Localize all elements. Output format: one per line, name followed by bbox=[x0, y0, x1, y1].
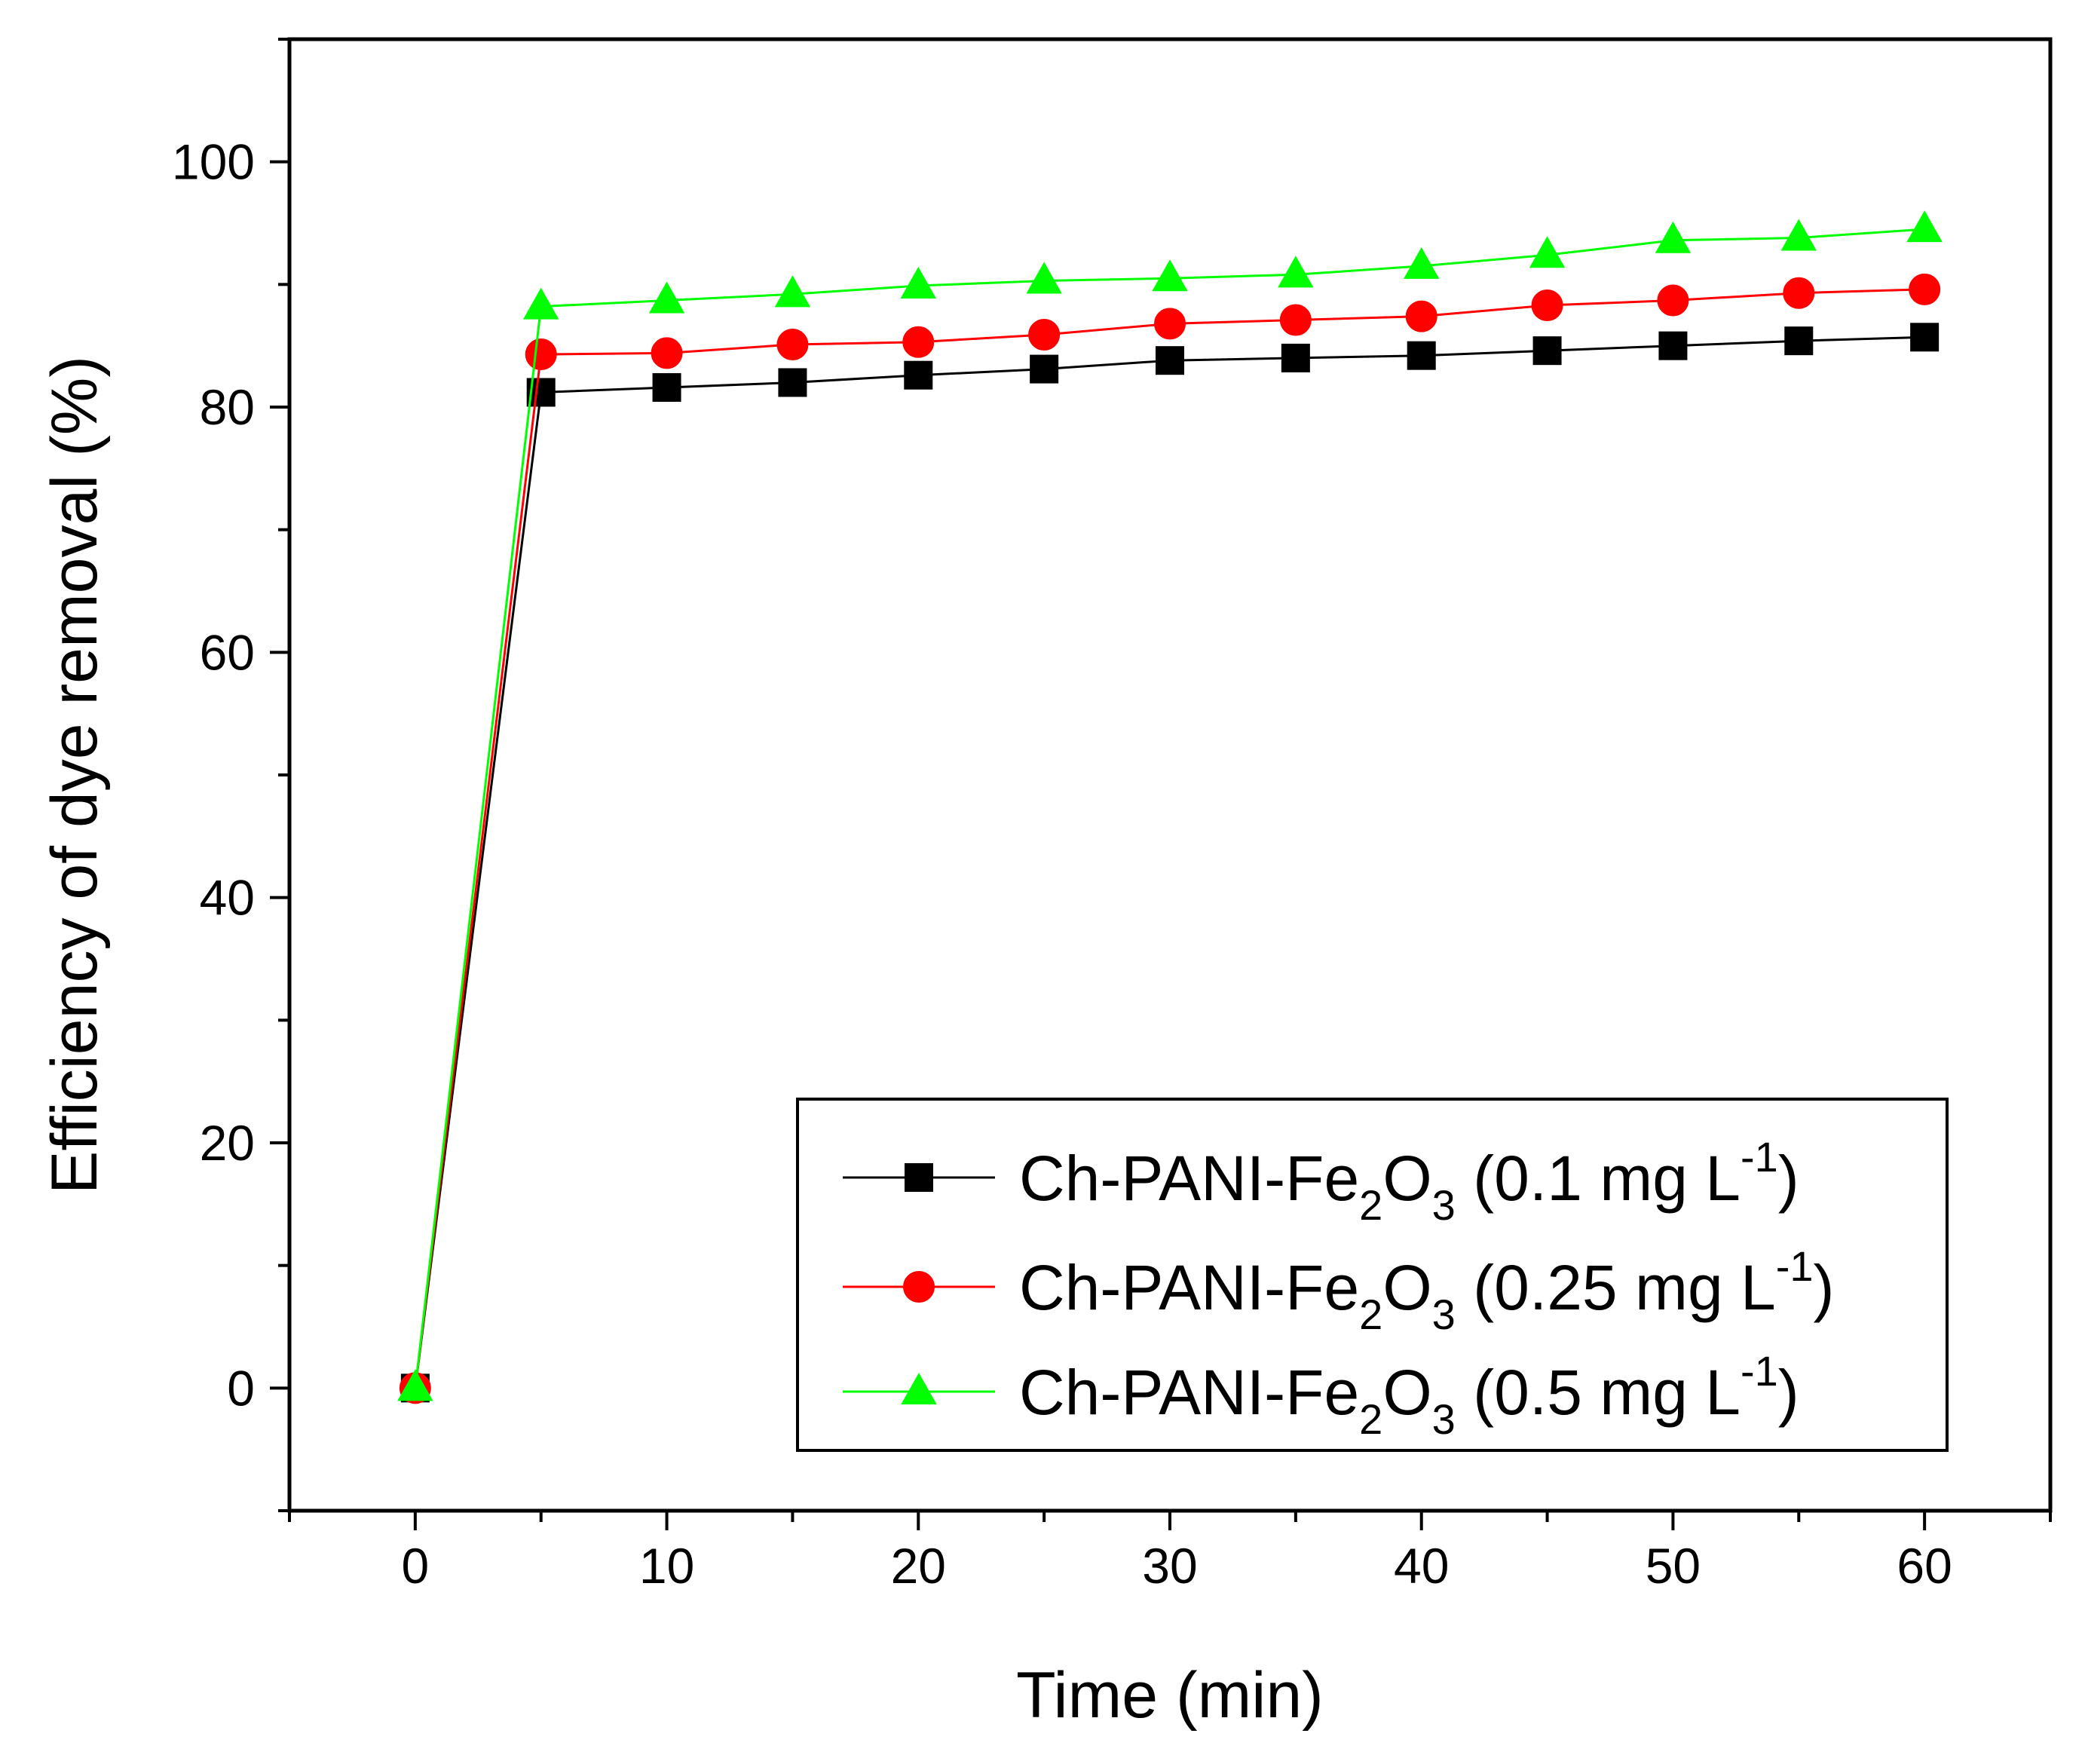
data-point bbox=[902, 326, 935, 358]
data-point bbox=[1783, 277, 1815, 309]
y-tick-label: 80 bbox=[200, 379, 255, 435]
data-point bbox=[904, 360, 933, 390]
x-tick-label: 0 bbox=[401, 1538, 429, 1594]
data-point bbox=[778, 368, 807, 397]
y-tick-label: 40 bbox=[200, 870, 255, 926]
legend-label: Ch-PANI-Fe2O3 (0.5 mg L-1) bbox=[1019, 1347, 1799, 1443]
legend-label: Ch-PANI-Fe2O3 (0.25 mg L-1) bbox=[1019, 1242, 1835, 1338]
data-point bbox=[525, 338, 557, 371]
x-tick-label: 20 bbox=[891, 1538, 946, 1594]
data-point bbox=[1278, 256, 1314, 288]
data-point bbox=[1529, 236, 1566, 268]
data-point bbox=[1154, 308, 1186, 340]
data-point bbox=[776, 329, 809, 361]
data-point bbox=[900, 266, 936, 299]
data-point bbox=[1028, 319, 1061, 351]
legend-marker bbox=[903, 1271, 935, 1303]
data-point bbox=[1030, 354, 1059, 384]
data-point bbox=[1405, 300, 1437, 332]
x-tick-label: 60 bbox=[1897, 1538, 1952, 1594]
data-point bbox=[1404, 247, 1440, 279]
series-layer bbox=[397, 210, 1943, 1404]
data-point bbox=[1657, 284, 1689, 317]
axes: 0 10 20 30 40 50 60 0 20 40 60 80 100 bbox=[172, 38, 2052, 1594]
y-tick-label: 0 bbox=[227, 1360, 255, 1416]
data-point bbox=[1532, 336, 1562, 366]
legend-entry: Ch-PANI-Fe2O3 (0.1 mg L-1) bbox=[843, 1133, 1799, 1229]
data-point bbox=[1156, 346, 1184, 375]
data-point bbox=[652, 372, 681, 402]
data-point bbox=[1531, 289, 1563, 321]
data-point bbox=[774, 275, 811, 308]
data-point bbox=[651, 337, 683, 369]
data-point bbox=[523, 287, 559, 320]
data-point bbox=[1655, 221, 1692, 253]
x-tick-label: 40 bbox=[1394, 1538, 1449, 1594]
data-point bbox=[1784, 326, 1814, 356]
data-point bbox=[1279, 304, 1312, 336]
data-point bbox=[1658, 331, 1688, 360]
y-axis-title: Efficiency of dye removal (%) bbox=[38, 356, 111, 1194]
data-point bbox=[397, 1369, 433, 1401]
x-tick-label: 50 bbox=[1646, 1538, 1701, 1594]
data-point bbox=[1026, 262, 1062, 294]
legend-marker bbox=[905, 1163, 933, 1192]
legend: Ch-PANI-Fe2O3 (0.1 mg L-1) Ch-PANI-Fe2O3 … bbox=[796, 1098, 1949, 1452]
y-tick-label: 100 bbox=[172, 134, 255, 190]
data-point bbox=[1152, 259, 1188, 292]
data-point bbox=[1407, 341, 1436, 370]
x-tick-label: 30 bbox=[1142, 1538, 1197, 1594]
data-point bbox=[1281, 343, 1310, 372]
y-tick-label: 20 bbox=[200, 1115, 255, 1171]
x-axis-title: Time (min) bbox=[1016, 1659, 1324, 1732]
series-circle bbox=[399, 273, 1941, 1404]
data-point bbox=[1780, 219, 1817, 251]
legend-entry: Ch-PANI-Fe2O3 (0.25 mg L-1) bbox=[843, 1242, 1835, 1338]
y-tick-label: 60 bbox=[200, 624, 255, 680]
data-point bbox=[1906, 210, 1943, 243]
x-tick-label: 10 bbox=[639, 1538, 694, 1594]
legend-entry: Ch-PANI-Fe2O3 (0.5 mg L-1) bbox=[843, 1347, 1799, 1443]
data-point bbox=[1910, 323, 1940, 352]
data-point bbox=[1909, 273, 1941, 305]
legend-marker bbox=[901, 1372, 937, 1404]
series-square bbox=[400, 323, 1940, 1403]
legend-label: Ch-PANI-Fe2O3 (0.1 mg L-1) bbox=[1019, 1133, 1799, 1229]
data-point bbox=[648, 281, 685, 314]
series-triangle bbox=[397, 210, 1943, 1401]
